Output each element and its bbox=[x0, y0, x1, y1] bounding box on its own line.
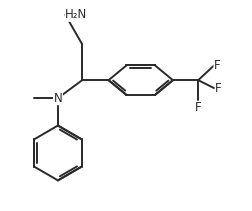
Text: F: F bbox=[213, 59, 220, 72]
Text: F: F bbox=[214, 82, 221, 95]
Text: N: N bbox=[53, 92, 62, 105]
Text: F: F bbox=[194, 101, 201, 114]
Text: H₂N: H₂N bbox=[65, 8, 87, 21]
